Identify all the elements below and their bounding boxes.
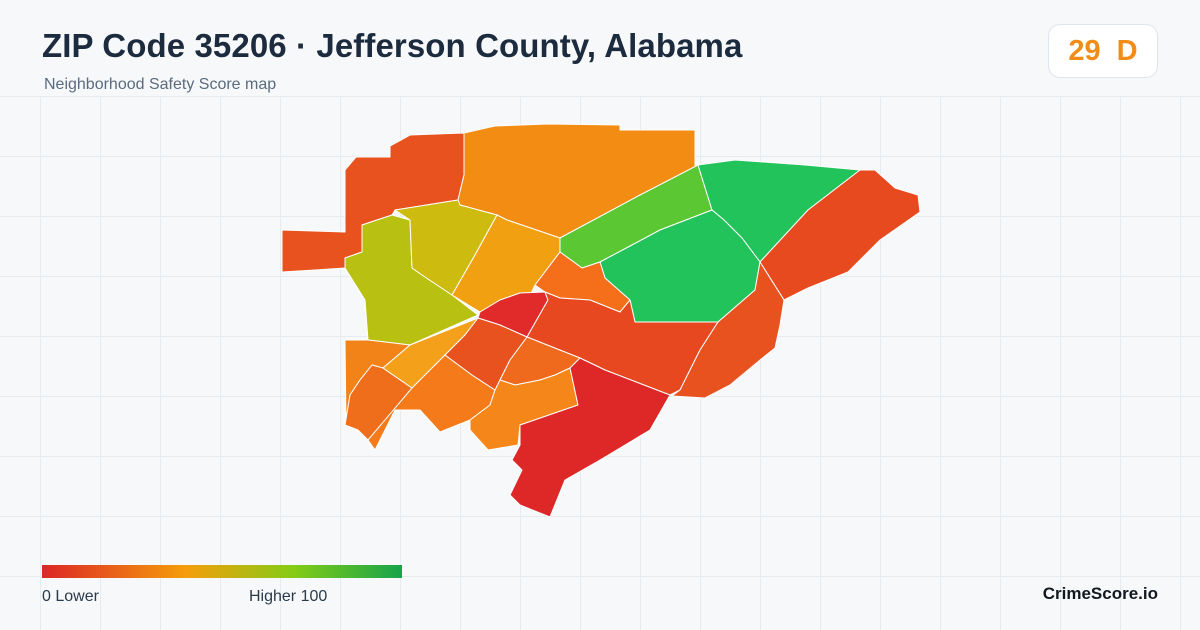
page-subtitle: Neighborhood Safety Score map (44, 76, 277, 93)
area-east-far[interactable] (759, 169, 921, 301)
legend-gradient-bar (42, 565, 402, 578)
header-band (0, 0, 1200, 96)
area-south-red[interactable] (509, 357, 671, 518)
safety-score-value: 29 (1068, 34, 1101, 67)
safety-grade: D (1116, 34, 1138, 67)
area-east-lower[interactable] (671, 261, 785, 399)
safety-score-badge: 29 D (1048, 24, 1158, 78)
brand-logo: CrimeScore.io (1042, 584, 1158, 603)
legend-high-label: Higher 100 (249, 588, 328, 605)
legend-low-label: 0 Lower (42, 588, 99, 605)
page-title: ZIP Code 35206 · Jefferson County, Alaba… (42, 27, 743, 64)
